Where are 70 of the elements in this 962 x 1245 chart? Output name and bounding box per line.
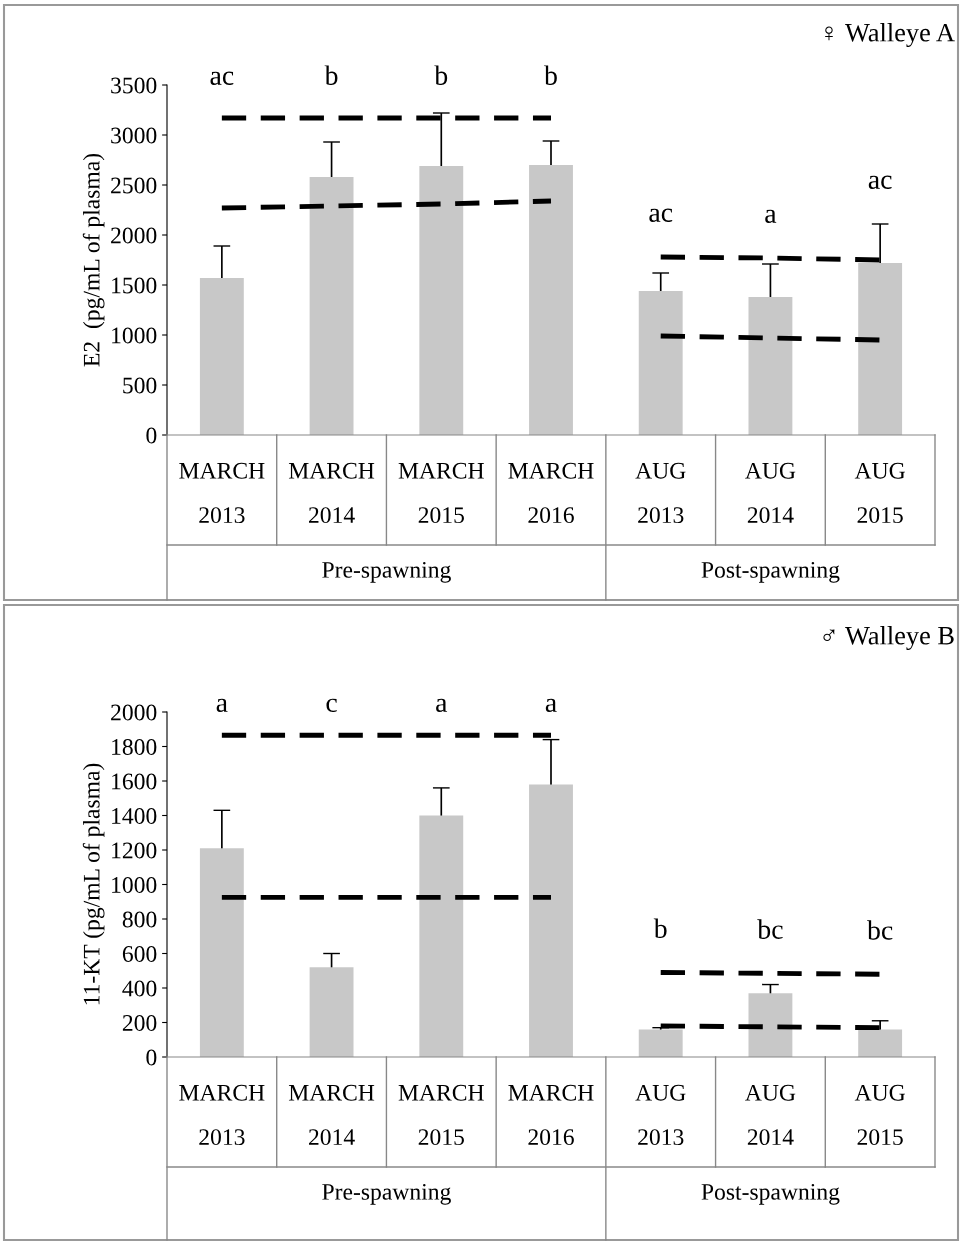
category-label: AUG 2015 <box>854 1084 905 1146</box>
bar <box>529 784 573 1057</box>
bar <box>309 177 354 435</box>
bar <box>748 993 793 1057</box>
y-tick-label: 500 <box>123 377 157 394</box>
category-label: AUG 2013 <box>635 1084 686 1146</box>
bar <box>638 291 683 435</box>
chart-title: ♂ Walleye B <box>823 626 954 650</box>
y-tick-label: 1200 <box>112 842 157 859</box>
bar <box>858 263 903 435</box>
y-tick-label: 600 <box>122 945 157 962</box>
y-tick-label: 1000 <box>112 327 157 344</box>
chart-title: ♀ Walleye A <box>825 23 955 47</box>
bar <box>199 848 244 1057</box>
annotation: bc <box>757 919 783 939</box>
bar <box>419 166 464 435</box>
text: b <box>434 65 448 85</box>
category-label: MARCH 2016 <box>508 462 594 524</box>
text: Post-spawning <box>701 561 840 583</box>
category-label: AUG 2015 <box>854 462 905 524</box>
category-label: MARCH 2014 <box>288 1084 375 1146</box>
y-tick-label: 2000 <box>111 704 157 721</box>
category-label: MARCH 2013 <box>179 1084 265 1146</box>
y-tick-label: 400 <box>122 980 157 997</box>
annotation: c <box>326 698 337 713</box>
bar <box>529 165 573 435</box>
y-axis-title: E2 (pg/mL of plasma) <box>82 153 105 367</box>
category-label: MARCH 2014 <box>288 462 375 524</box>
line-series <box>219 198 554 211</box>
category-label: MARCH 2015 <box>398 1084 484 1146</box>
category-label: AUG 2014 <box>745 1084 796 1146</box>
bar <box>199 278 244 435</box>
bar <box>748 297 793 435</box>
y-tick-label: 3500 <box>111 77 157 94</box>
category-label: AUG 2013 <box>635 462 686 524</box>
y-axis-title: 11-KT (pg/mL of plasma) <box>82 763 105 1005</box>
annotation: a <box>436 698 448 713</box>
y-tick-label: 1800 <box>112 738 157 755</box>
text: b <box>544 65 557 85</box>
category-label: MARCH 2013 <box>179 462 265 524</box>
y-tick-label: 200 <box>122 1014 157 1031</box>
category-label: AUG 2014 <box>745 462 796 524</box>
annotation: b <box>653 918 667 939</box>
text: Pre-spawning <box>322 561 451 583</box>
y-tick-label: 1600 <box>112 773 157 790</box>
y-tick-label: 800 <box>122 911 157 928</box>
y-tick-label: 1500 <box>112 277 157 294</box>
annotation: a <box>765 209 777 223</box>
annotation: ac <box>649 208 673 222</box>
bar <box>419 815 464 1057</box>
y-tick-label: 2500 <box>111 177 157 194</box>
bar <box>858 1029 903 1057</box>
y-tick-label: 1400 <box>112 807 157 824</box>
annotation: bc <box>867 920 893 940</box>
annotation: a <box>216 698 228 713</box>
category-label: MARCH 2015 <box>398 462 484 524</box>
text: b <box>324 65 338 85</box>
y-tick-label: 2000 <box>111 227 157 244</box>
bar <box>309 967 354 1057</box>
y-tick-label: 0 <box>146 1049 157 1066</box>
y-tick-label: 1000 <box>112 876 157 893</box>
annotation: ac <box>868 175 892 189</box>
annotation: a <box>545 698 557 713</box>
text: ac <box>210 71 234 85</box>
bar <box>638 1029 683 1057</box>
text: Pre-spawning <box>322 1183 451 1205</box>
y-tick-label: 0 <box>146 427 157 444</box>
text: Post-spawning <box>701 1183 840 1205</box>
y-tick-label: 3000 <box>111 127 157 144</box>
category-label: MARCH 2016 <box>508 1084 594 1146</box>
